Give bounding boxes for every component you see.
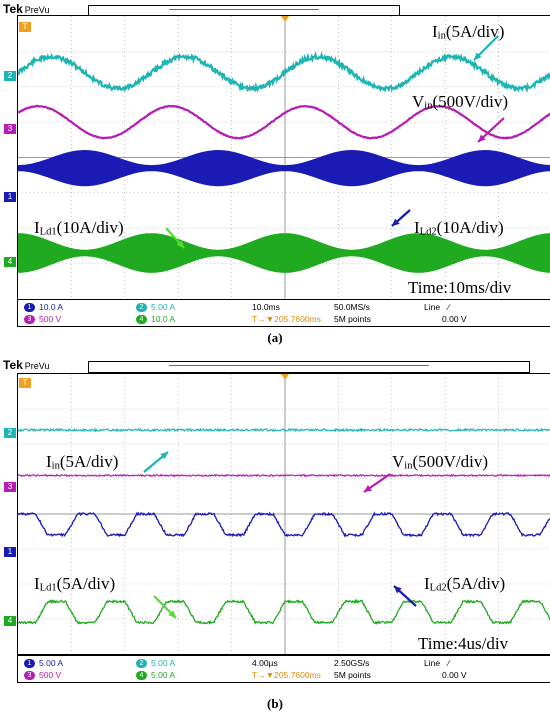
ch1-scale: 1 5.00 A: [24, 658, 63, 669]
scope-panel-b: Tek PreVu 2 3 1 4 T Iin(5A/div) Vin(500V/…: [0, 356, 550, 720]
ch1-scale: 1 10.0 A: [24, 302, 63, 313]
brand-logo: Tek: [3, 358, 23, 372]
ch3-scale: 3 500 V: [24, 670, 61, 681]
trigger-marker: T: [19, 22, 31, 32]
ch2-marker: 2: [4, 71, 16, 81]
ch2-scale: 2 5.00 A: [136, 302, 175, 313]
timebase-value: 10.0ms: [252, 302, 280, 312]
trace-ch1: [18, 150, 550, 187]
arrow-vin-head: [478, 134, 486, 142]
ild1-label: ILd1(5A/div): [34, 574, 116, 594]
waveform-screen-b: [17, 373, 550, 655]
waveform-screen-a: [17, 15, 550, 300]
ild2-label: ILd2(10A/div): [414, 218, 504, 238]
trigger-position: T→▼205.7600ms: [252, 314, 321, 324]
iin-label: Iin(5A/div): [432, 22, 505, 42]
scope-panel-a: Tek PreVu 2 3 1 4 T Iin(5A/div) Vin(500V/…: [0, 0, 550, 345]
graticule: [18, 374, 550, 654]
trace-ch1: [18, 511, 550, 538]
trigger-type: Line: [424, 658, 441, 668]
arrow-ild1-head: [168, 610, 176, 618]
arrow-iin-head: [474, 52, 482, 60]
status-bar-b: 1 5.00 A 2 5.00 A 3 500 V 4 5.00 A 4.00µs 2.…: [17, 655, 550, 683]
record-window: [169, 9, 319, 10]
ch4-marker: 4: [4, 616, 16, 626]
trace-ch4: [18, 598, 550, 626]
arrow-ild2-head: [392, 218, 400, 226]
arrow-ild1-head: [176, 240, 184, 248]
status-bar-a: 1 10.0 A 2 5.00 A 3 500 V 4 10.0 A 10.0ms 50…: [17, 299, 550, 327]
ch4-scale: 4 10.0 A: [136, 314, 175, 325]
trace-ch3: [18, 104, 550, 140]
waveform-plot-a: [18, 16, 550, 299]
arrow-ild2-head: [394, 586, 402, 594]
arrow-vin-head: [364, 485, 372, 492]
ch3-marker: 3: [4, 124, 16, 134]
mode-label: PreVu: [24, 361, 50, 371]
trigger-position: T→▼205.7600ms: [252, 670, 321, 680]
ch2-scale: 2 5.00 A: [136, 658, 175, 669]
ch4-scale: 4 5.00 A: [136, 670, 175, 681]
record-window: [169, 365, 429, 366]
brand-logo: Tek: [3, 2, 23, 16]
ch3-marker: 3: [4, 482, 16, 492]
record-length: 5M points: [334, 670, 371, 680]
brand-header: Tek PreVu: [3, 358, 49, 372]
mode-label: PreVu: [24, 5, 50, 15]
caption-b: (b): [267, 696, 283, 711]
arrow-iin-head: [160, 452, 168, 460]
trigger-position-marker: [281, 16, 289, 22]
sample-rate: 50.0MS/s: [334, 302, 370, 312]
trigger-slope: ∕: [448, 658, 450, 668]
trigger-marker: T: [19, 378, 31, 388]
iin-label: Iin(5A/div): [46, 452, 119, 472]
trigger-slope: ∕: [448, 302, 450, 312]
trigger-level: 0.00 V: [442, 670, 467, 680]
ch4-marker: 4: [4, 257, 16, 267]
trace-ch2: [18, 427, 550, 433]
trace-ch3: [18, 473, 550, 478]
caption-a: (a): [267, 330, 283, 345]
ch2-marker: 2: [4, 428, 16, 438]
timebase-label: Time:10ms/div: [408, 278, 512, 297]
vin-label: Vin(500V/div): [392, 452, 489, 472]
waveform-plot-b: [18, 374, 550, 654]
ild2-label: ILd2(5A/div): [424, 574, 506, 594]
brand-header: Tek PreVu: [3, 2, 49, 16]
sample-rate: 2.50GS/s: [334, 658, 370, 668]
trigger-level: 0.00 V: [442, 314, 467, 324]
ch1-marker: 1: [4, 547, 16, 557]
timebase-label: Time:4us/div: [418, 634, 509, 653]
trace-ch4: [18, 233, 550, 273]
trigger-position-marker: [281, 374, 289, 380]
trigger-type: Line: [424, 302, 441, 312]
trace-ch2: [18, 50, 550, 93]
timebase-value: 4.00µs: [252, 658, 278, 668]
record-overview-bar: [88, 361, 530, 373]
ch1-marker: 1: [4, 192, 16, 202]
ild1-label: ILd1(10A/div): [34, 218, 124, 238]
ch3-scale: 3 500 V: [24, 314, 61, 325]
vin-label: Vin(500V/div): [412, 92, 509, 112]
record-length: 5M points: [334, 314, 371, 324]
